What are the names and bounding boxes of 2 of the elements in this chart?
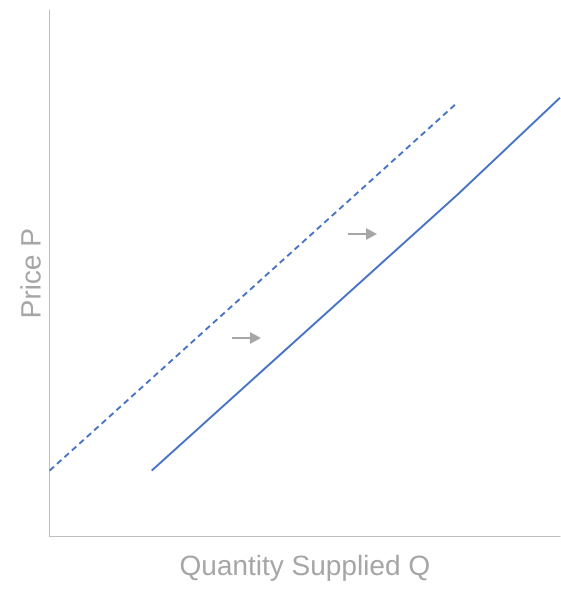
x-axis-title: Quantity Supplied Q	[180, 550, 430, 581]
y-axis-title: Price P	[16, 228, 47, 318]
